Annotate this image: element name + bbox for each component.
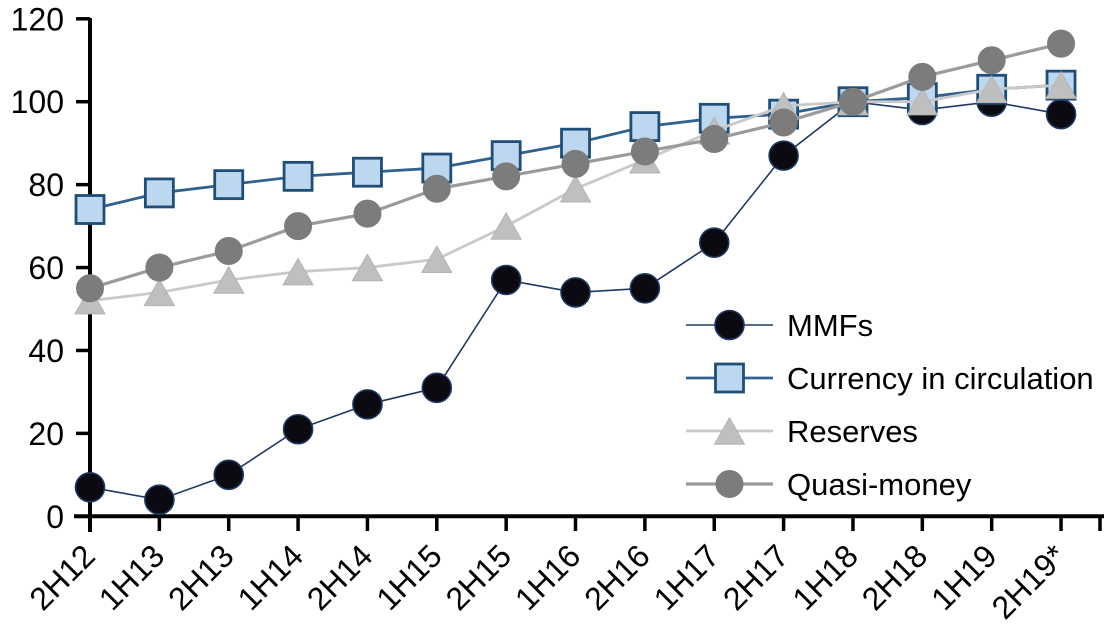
- data-point-marker: [352, 389, 383, 420]
- data-point-marker: [838, 87, 867, 116]
- y-tick-label: 120: [11, 1, 64, 37]
- x-tick-label: 2H16: [577, 537, 657, 617]
- legend-item-reserves: Reserves: [686, 414, 918, 449]
- data-point-marker: [144, 484, 175, 516]
- data-point-marker: [214, 236, 243, 265]
- y-tick-label: 80: [28, 167, 64, 203]
- data-point-marker: [698, 227, 730, 258]
- x-tick-label: 1H15: [369, 537, 449, 617]
- data-point-marker: [212, 265, 245, 294]
- data-point-marker: [74, 194, 106, 225]
- legend-item-currency-in-circulation: Currency in circulation: [686, 361, 1094, 396]
- data-point-marker: [715, 470, 744, 498]
- data-point-marker: [213, 169, 245, 201]
- x-tick-label: 1H17: [647, 537, 727, 617]
- data-point-marker: [282, 257, 314, 286]
- y-tick-label: 60: [28, 250, 64, 286]
- x-tick-label: 1H16: [508, 537, 588, 617]
- data-point-marker: [351, 253, 384, 282]
- legend: MMFs Currency in circulation Reserves Quasi…: [686, 308, 1094, 502]
- data-point-marker: [768, 140, 799, 171]
- data-point-marker: [421, 372, 453, 404]
- data-point-marker: [713, 416, 746, 445]
- data-point-marker: [629, 272, 661, 304]
- data-point-marker: [282, 160, 314, 192]
- data-point-marker: [975, 75, 1008, 103]
- x-tick-label: 2H15: [439, 537, 519, 617]
- data-point-marker: [492, 162, 521, 191]
- x-tick-label: 2H18: [855, 537, 935, 617]
- y-tick-label: 20: [28, 416, 64, 452]
- x-tick-label: 2H17: [716, 537, 796, 617]
- legend-label: MMFs: [787, 308, 873, 343]
- data-point-marker: [977, 46, 1006, 75]
- data-point-marker: [906, 87, 939, 116]
- legend-label: Currency in circulation: [787, 361, 1094, 396]
- data-point-marker: [769, 108, 798, 137]
- data-point-marker: [420, 245, 453, 273]
- legend-item-quasi-money: Quasi-money: [686, 467, 972, 502]
- data-point-marker: [1045, 70, 1077, 99]
- data-point-marker: [561, 149, 590, 178]
- x-tick-label: 1H14: [230, 537, 310, 617]
- data-point-marker: [74, 471, 106, 503]
- x-tick-label: 2H13: [161, 537, 241, 617]
- data-point-marker: [76, 274, 104, 303]
- data-point-marker: [145, 253, 174, 282]
- x-tick-label: 2H12: [22, 537, 102, 617]
- data-point-marker: [143, 177, 175, 209]
- legend-item-mmfs: MMFs: [686, 308, 873, 343]
- data-point-marker: [143, 278, 176, 307]
- data-point-marker: [629, 111, 661, 142]
- data-point-marker: [560, 277, 591, 308]
- series-quasi-money: [76, 29, 1076, 303]
- y-tick-label: 40: [28, 333, 64, 369]
- data-point-marker: [353, 199, 382, 228]
- y-tick-label: 0: [46, 499, 64, 535]
- data-point-marker: [1045, 98, 1077, 130]
- data-point-marker: [422, 174, 451, 203]
- data-point-marker: [490, 211, 523, 240]
- data-point-marker: [284, 212, 313, 241]
- legend-label: Quasi-money: [787, 467, 972, 502]
- data-point-marker: [714, 309, 745, 341]
- data-point-marker: [700, 125, 729, 154]
- data-point-marker: [213, 459, 245, 491]
- data-point-marker: [559, 174, 592, 203]
- data-point-marker: [282, 413, 314, 445]
- y-tick-label: 100: [11, 84, 64, 120]
- data-point-marker: [490, 264, 522, 296]
- x-tick-label: 2H19*: [985, 537, 1073, 625]
- x-tick-label: 1H18: [785, 537, 865, 617]
- x-tick-label: 2H14: [300, 537, 380, 617]
- data-point-marker: [352, 156, 383, 188]
- data-point-marker: [714, 362, 745, 394]
- data-point-marker: [908, 62, 937, 91]
- x-tick-label: 1H13: [92, 537, 172, 617]
- data-point-marker: [1047, 29, 1076, 58]
- legend-label: Reserves: [787, 414, 918, 449]
- data-point-marker: [630, 137, 659, 166]
